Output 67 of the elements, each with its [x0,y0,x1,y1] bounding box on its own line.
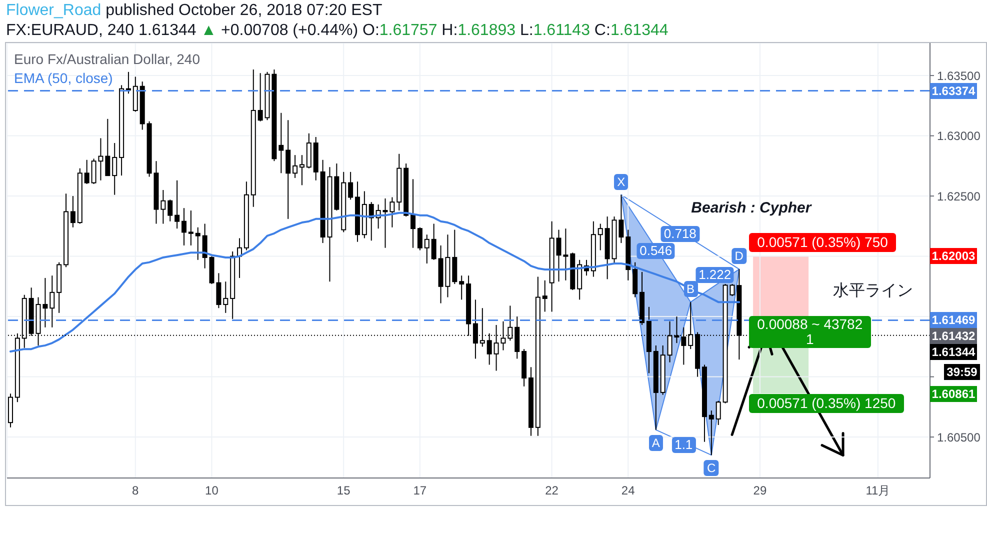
candlestick [708,410,714,456]
x-tick-label: 22 [545,484,559,498]
candlestick [348,171,354,200]
annotation: X [614,174,628,190]
text: 1.60861 [930,386,977,402]
x-tick-label: 17 [413,484,427,498]
candlestick [424,234,430,264]
text: FX:EURAUD, 240 1.61344 ▲ +0.00708 (+0.44%) O:1.61757 H:1.61893 L:1.61143 C:1.61344 [6,22,668,39]
annotation: 1.1 [672,437,696,454]
candlestick [160,190,166,224]
band-label: 0.00571 (0.35%) 750 [749,232,896,252]
annotation: Euro Fx/Australian Dollar, 240 [14,51,200,67]
candlestick [70,196,76,228]
text: EMA (50, close) [14,70,113,86]
annotation: 1.222 [696,266,734,283]
y-tick-label: 1.63000 [937,129,981,144]
candlestick [286,120,291,220]
candlestick [716,400,721,426]
annotation: 0.718 [660,226,700,242]
candlestick [112,142,118,196]
candlestick [598,223,603,251]
candlestick [410,178,416,248]
x-tick-label: 24 [621,484,636,498]
x-tick-label: 11月 [866,484,890,498]
y-tick-label: 1.63500 [937,68,981,83]
annotation: D [732,248,746,264]
annotation: C [704,460,719,476]
candlestick [181,208,186,246]
annotation: A [648,434,663,451]
candlestick [105,118,110,176]
candlestick [168,199,173,222]
candlestick [188,210,194,246]
ref-line-label: 1.61344 [930,344,977,360]
candlestick [459,275,464,300]
band-label: 0.00571 (0.35%) 1250 [749,394,904,413]
candlestick [563,228,568,281]
candlestick [431,223,436,260]
x-tick-label: 15 [336,484,351,498]
annotation: 1 [804,330,815,347]
y-tick-label: 1.62500 [937,189,981,204]
candlestick [542,280,548,312]
candlestick [195,226,200,260]
candlestick [278,112,284,174]
candlestick [223,281,228,314]
x-tick-label: 29 [753,484,767,498]
candlestick [174,180,180,230]
text: 1.62003 [930,248,977,264]
annotation: 0.546 [636,243,676,260]
x-tick-label: 8 [132,484,140,498]
x-tick-label: 10 [205,484,219,498]
ref-line-label: 1.63374 [930,82,977,99]
annotation: 水平ライン [833,281,913,302]
text: 1.61432 [930,328,977,344]
text: 39:59 [944,364,980,380]
candlestick [417,226,422,251]
candlestick [84,159,90,184]
ref-line-label: 1.61469 [930,312,977,328]
chart-title: Flower_Road published October 26, 2018 07:20 EST [6,2,382,20]
y-tick-label: 1.60500 [937,430,981,444]
annotation: 0.00088 ~ 43782 [757,316,863,332]
annotation: B [684,281,698,298]
candlestick [258,72,263,122]
candlestick [202,223,208,269]
candlestick [299,154,304,186]
candlestick [50,275,55,328]
annotation: Bearish : Cypher [691,199,812,216]
candlestick [292,154,298,178]
